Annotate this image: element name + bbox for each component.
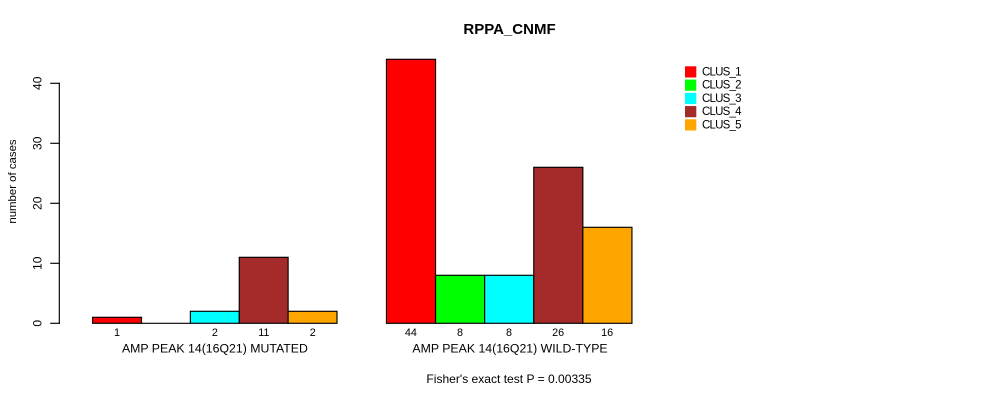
svg-text:AMP PEAK 14(16Q21) WILD-TYPE: AMP PEAK 14(16Q21) WILD-TYPE <box>412 341 607 355</box>
svg-text:CLUS_5: CLUS_5 <box>702 119 742 131</box>
svg-text:RPPA_CNMF: RPPA_CNMF <box>463 21 555 38</box>
svg-text:2: 2 <box>310 327 316 339</box>
svg-text:26: 26 <box>552 327 564 339</box>
svg-text:30: 30 <box>31 136 45 150</box>
svg-text:CLUS_3: CLUS_3 <box>702 93 742 105</box>
svg-text:CLUS_4: CLUS_4 <box>702 106 742 118</box>
svg-text:8: 8 <box>506 327 512 339</box>
svg-text:20: 20 <box>31 196 45 210</box>
svg-text:number of cases: number of cases <box>7 139 19 224</box>
svg-text:CLUS_2: CLUS_2 <box>702 80 742 92</box>
svg-text:44: 44 <box>405 327 417 339</box>
svg-text:CLUS_1: CLUS_1 <box>702 66 742 78</box>
svg-text:Fisher's exact test P = 0.0033: Fisher's exact test P = 0.00335 <box>426 372 591 386</box>
svg-text:1: 1 <box>114 327 120 339</box>
svg-text:0: 0 <box>31 320 45 327</box>
svg-text:8: 8 <box>457 327 463 339</box>
svg-text:10: 10 <box>31 256 45 270</box>
svg-text:40: 40 <box>31 76 45 90</box>
svg-text:16: 16 <box>601 327 613 339</box>
svg-text:AMP PEAK 14(16Q21) MUTATED: AMP PEAK 14(16Q21) MUTATED <box>122 341 308 355</box>
svg-text:11: 11 <box>258 327 269 339</box>
svg-text:2: 2 <box>212 327 218 339</box>
